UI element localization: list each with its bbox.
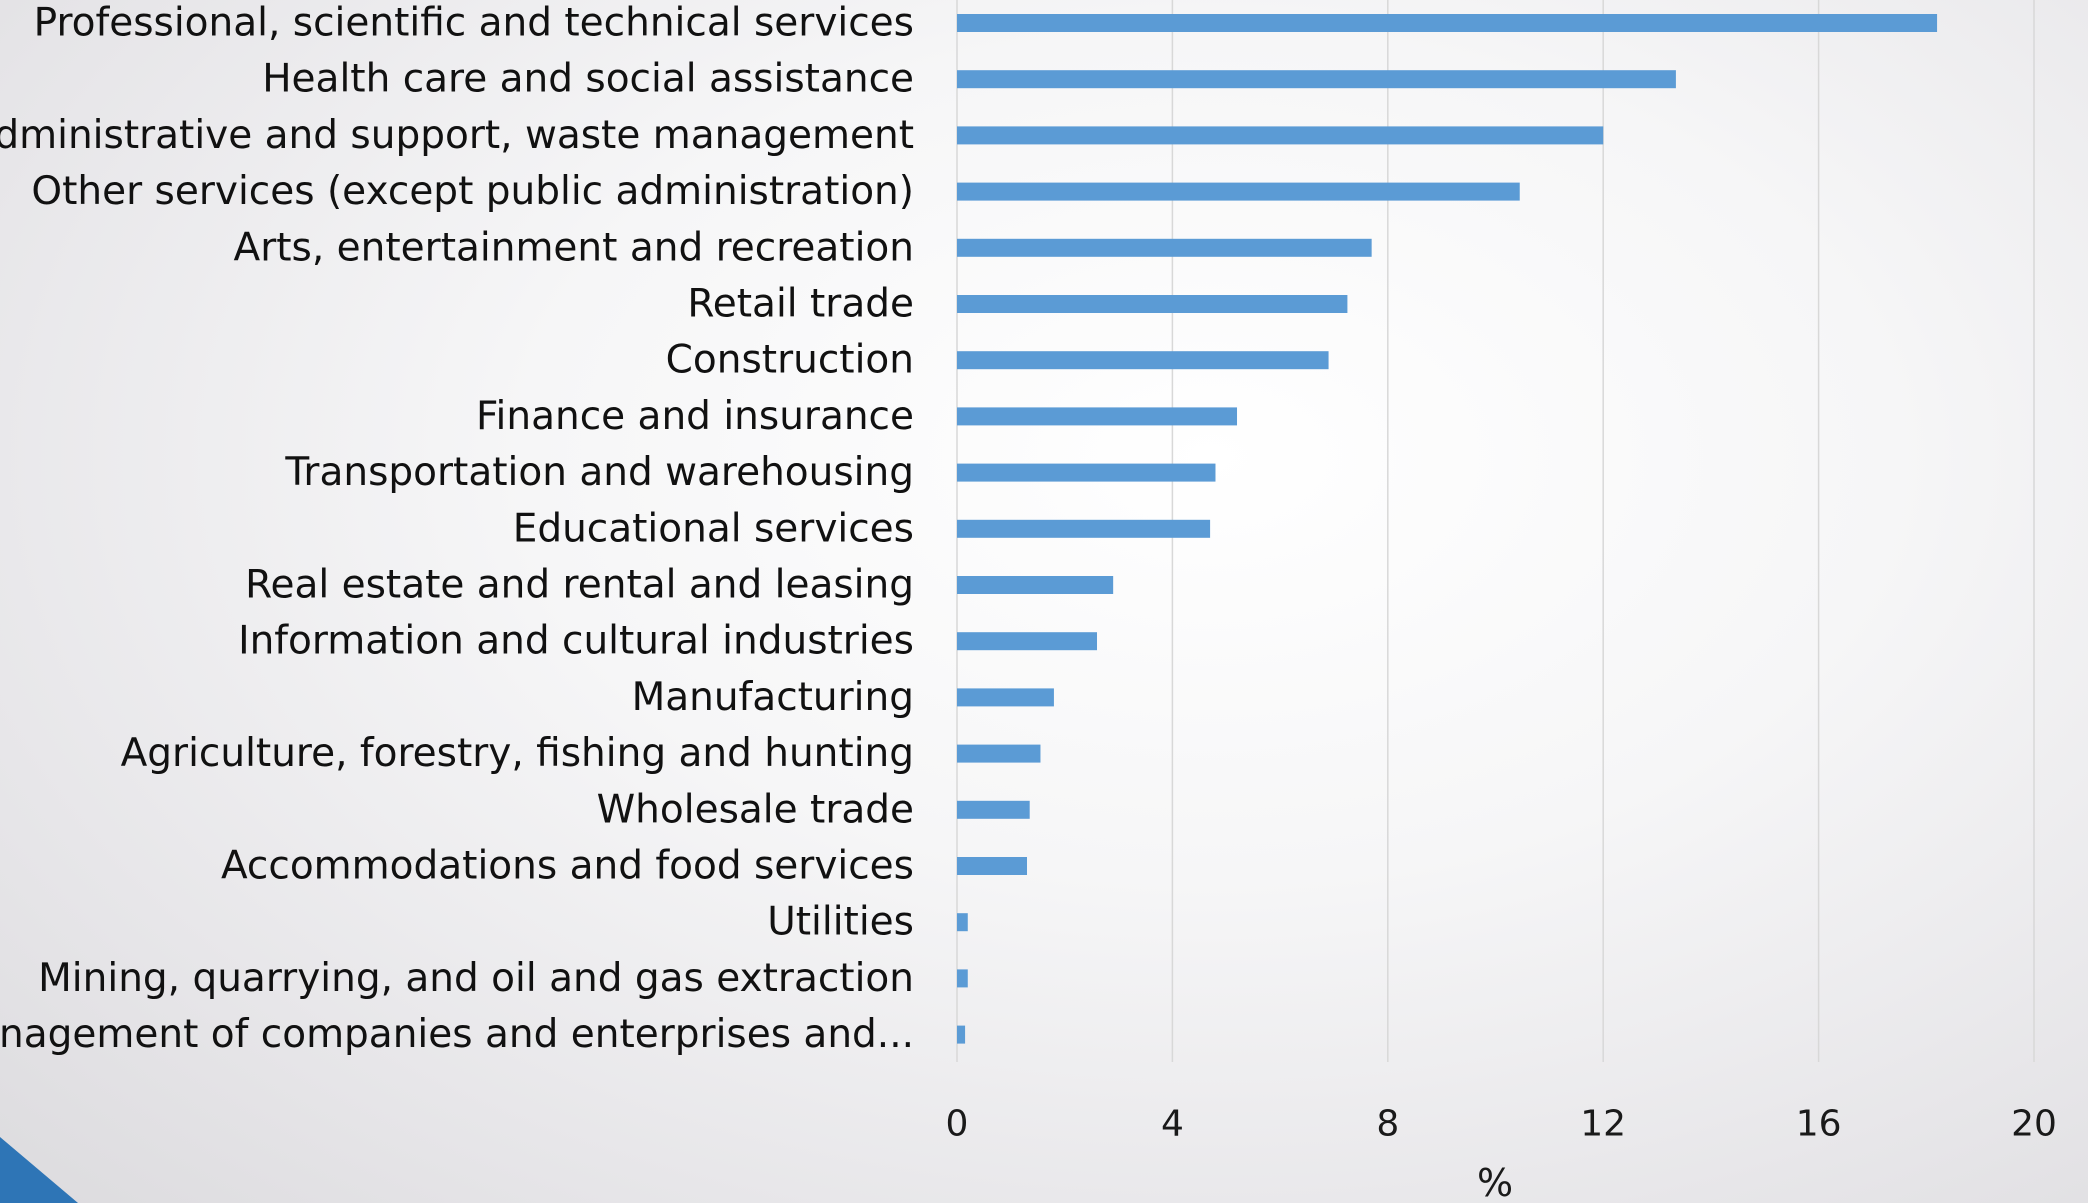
x-tick-label: 12	[1580, 1104, 1626, 1145]
corner-accent-shape	[0, 1137, 78, 1203]
category-label: Professional, scientific and technical s…	[34, 1, 914, 46]
category-label: Administrative and support, waste manage…	[0, 113, 914, 158]
bar	[957, 238, 1372, 257]
category-label: Agriculture, forestry, fishing and hunti…	[121, 731, 914, 776]
bar	[957, 351, 1329, 370]
category-label: Transportation and warehousing	[284, 450, 914, 495]
category-label: Management of companies and enterprises …	[0, 1012, 914, 1057]
bar	[957, 857, 1028, 875]
x-tick-label: 0	[946, 1104, 969, 1145]
bar	[957, 295, 1348, 313]
category-label: Other services (except public administra…	[31, 169, 914, 214]
category-label: Real estate and rental and leasing	[245, 563, 914, 608]
bar	[957, 576, 1114, 594]
bar	[957, 632, 1098, 651]
bar	[957, 1025, 966, 1044]
bar	[957, 969, 968, 988]
bar	[957, 126, 1604, 145]
category-label: Wholesale trade	[597, 787, 914, 832]
category-label: Mining, quarrying, and oil and gas extra…	[38, 956, 914, 1001]
category-label: Accommodations and food services	[221, 844, 914, 889]
bar	[957, 913, 968, 932]
bar	[957, 14, 1938, 32]
category-label: Utilities	[767, 900, 914, 945]
bar	[957, 744, 1041, 763]
bar	[957, 800, 1030, 819]
bar	[957, 463, 1216, 482]
bar	[957, 70, 1676, 89]
x-tick-label: 16	[1796, 1104, 1842, 1145]
x-tick-label: 20	[2011, 1104, 2057, 1145]
bar	[957, 688, 1054, 707]
category-label: Construction	[666, 338, 914, 383]
bar	[957, 182, 1520, 201]
category-label: Educational services	[513, 506, 914, 551]
category-label: Information and cultural industries	[238, 619, 914, 664]
x-axis-title: %	[1477, 1161, 1513, 1203]
category-label: Manufacturing	[632, 675, 914, 720]
x-tick-label: 4	[1161, 1104, 1184, 1145]
category-label: Finance and insurance	[476, 394, 914, 439]
category-label: Retail trade	[687, 282, 914, 327]
bar	[957, 407, 1238, 426]
category-label: Arts, entertainment and recreation	[234, 225, 914, 270]
x-tick-label: 8	[1376, 1104, 1399, 1145]
bar	[957, 519, 1211, 538]
category-label: Health care and social assistance	[262, 57, 914, 102]
